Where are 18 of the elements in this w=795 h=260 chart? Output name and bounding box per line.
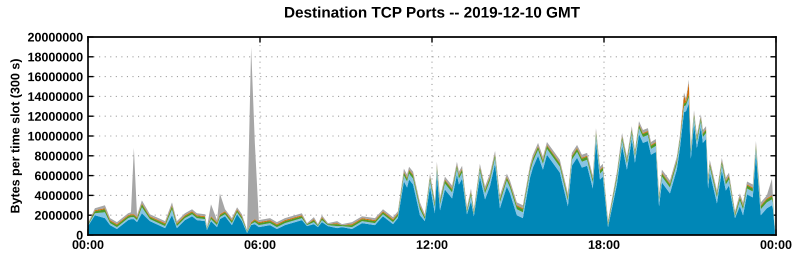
y-tick-label: 12000000 <box>28 112 83 121</box>
y-tick-label: 20000000 <box>28 32 83 42</box>
x-tick-label: 06:00 <box>244 240 276 250</box>
y-tick-label: 16000000 <box>28 72 83 82</box>
y-tick-label: 8000000 <box>34 152 83 160</box>
x-tick-label: 18:00 <box>588 240 620 250</box>
y-tick-label: 10000000 <box>28 132 83 141</box>
y-tick-label: 6000000 <box>34 171 83 180</box>
y-tick-label: 4000000 <box>34 191 83 200</box>
x-tick-label: 12:00 <box>416 240 448 250</box>
x-tick-label: 00:00 <box>72 240 104 250</box>
y-tick-label: 0 <box>76 230 83 240</box>
x-tick-label: 00:00 <box>760 240 792 250</box>
y-axis-title: Bytes per time slot (300 s) <box>10 59 22 213</box>
y-tick-label: 2000000 <box>34 211 83 220</box>
chart-title: Destination TCP Ports -- 2019-12-10 GMT <box>285 6 580 18</box>
y-tick-label: 14000000 <box>28 92 83 102</box>
y-tick-label: 18000000 <box>28 52 83 62</box>
